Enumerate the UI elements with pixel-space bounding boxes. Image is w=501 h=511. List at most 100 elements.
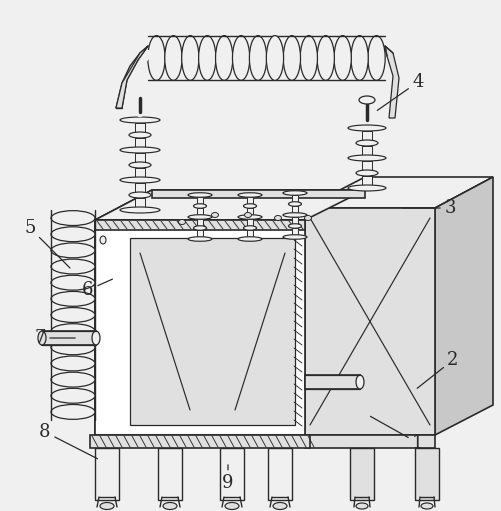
- Ellipse shape: [243, 204, 256, 208]
- Polygon shape: [434, 177, 492, 435]
- Ellipse shape: [243, 226, 256, 230]
- Polygon shape: [196, 197, 202, 204]
- Ellipse shape: [188, 215, 211, 219]
- Ellipse shape: [51, 405, 95, 420]
- Ellipse shape: [100, 502, 114, 509]
- Polygon shape: [361, 131, 371, 140]
- Polygon shape: [152, 190, 364, 198]
- Ellipse shape: [283, 235, 307, 239]
- Ellipse shape: [347, 155, 385, 161]
- Ellipse shape: [188, 193, 211, 197]
- Polygon shape: [305, 375, 359, 389]
- Polygon shape: [158, 448, 182, 500]
- Polygon shape: [135, 183, 145, 192]
- Ellipse shape: [120, 177, 160, 183]
- Ellipse shape: [120, 207, 160, 213]
- Ellipse shape: [300, 36, 317, 80]
- Ellipse shape: [237, 237, 262, 241]
- Text: 2: 2: [416, 351, 458, 388]
- Polygon shape: [42, 331, 96, 345]
- Polygon shape: [246, 219, 253, 226]
- Polygon shape: [95, 190, 364, 220]
- Ellipse shape: [129, 132, 151, 138]
- Polygon shape: [196, 208, 202, 215]
- Text: 1: 1: [370, 416, 423, 452]
- Ellipse shape: [283, 191, 307, 195]
- Ellipse shape: [164, 36, 182, 80]
- Polygon shape: [130, 238, 295, 425]
- Polygon shape: [246, 197, 253, 204]
- Ellipse shape: [51, 243, 95, 258]
- Polygon shape: [246, 230, 253, 237]
- Polygon shape: [349, 448, 373, 500]
- Ellipse shape: [355, 375, 363, 389]
- Polygon shape: [292, 217, 298, 224]
- Ellipse shape: [211, 213, 218, 218]
- Polygon shape: [292, 228, 298, 235]
- Ellipse shape: [51, 259, 95, 274]
- Ellipse shape: [38, 331, 46, 345]
- Polygon shape: [135, 198, 145, 207]
- Ellipse shape: [163, 502, 177, 509]
- Text: 7: 7: [34, 329, 75, 347]
- Ellipse shape: [51, 372, 95, 387]
- Text: 9: 9: [222, 465, 233, 492]
- Ellipse shape: [120, 147, 160, 153]
- Ellipse shape: [355, 140, 377, 146]
- Polygon shape: [305, 208, 434, 435]
- Polygon shape: [95, 190, 152, 435]
- Ellipse shape: [283, 36, 300, 80]
- Ellipse shape: [215, 36, 232, 80]
- Polygon shape: [90, 435, 310, 448]
- Ellipse shape: [100, 236, 106, 244]
- Ellipse shape: [367, 36, 384, 80]
- Ellipse shape: [358, 96, 374, 104]
- Ellipse shape: [51, 308, 95, 322]
- Text: 8: 8: [39, 423, 97, 459]
- Ellipse shape: [51, 340, 95, 355]
- Ellipse shape: [237, 215, 262, 219]
- Ellipse shape: [224, 502, 238, 509]
- Ellipse shape: [51, 388, 95, 403]
- Ellipse shape: [317, 36, 334, 80]
- Ellipse shape: [244, 213, 251, 218]
- Ellipse shape: [51, 227, 95, 242]
- Ellipse shape: [333, 36, 351, 80]
- Polygon shape: [95, 220, 305, 435]
- Ellipse shape: [347, 185, 385, 191]
- Text: 6: 6: [82, 279, 112, 299]
- Polygon shape: [135, 123, 145, 132]
- Ellipse shape: [51, 291, 95, 306]
- Ellipse shape: [274, 216, 281, 221]
- Ellipse shape: [266, 36, 283, 80]
- Text: 3: 3: [402, 199, 455, 217]
- Polygon shape: [135, 153, 145, 162]
- Ellipse shape: [288, 224, 301, 228]
- Polygon shape: [219, 448, 243, 500]
- Polygon shape: [361, 146, 371, 155]
- Ellipse shape: [92, 331, 100, 345]
- Polygon shape: [292, 206, 298, 213]
- Ellipse shape: [273, 502, 287, 509]
- Polygon shape: [95, 220, 305, 230]
- Ellipse shape: [129, 162, 151, 168]
- Polygon shape: [384, 46, 398, 118]
- Ellipse shape: [355, 170, 377, 176]
- Ellipse shape: [232, 36, 249, 80]
- Ellipse shape: [198, 36, 215, 80]
- Polygon shape: [361, 176, 371, 185]
- Ellipse shape: [147, 36, 165, 80]
- Polygon shape: [246, 208, 253, 215]
- Ellipse shape: [193, 204, 206, 208]
- Ellipse shape: [237, 193, 262, 197]
- Ellipse shape: [350, 36, 368, 80]
- Polygon shape: [305, 177, 492, 208]
- Ellipse shape: [283, 213, 307, 217]
- Polygon shape: [196, 230, 202, 237]
- Text: 4: 4: [377, 73, 423, 110]
- Ellipse shape: [188, 237, 211, 241]
- Polygon shape: [305, 435, 434, 448]
- Text: 5: 5: [24, 219, 70, 268]
- Ellipse shape: [249, 36, 266, 80]
- Ellipse shape: [51, 324, 95, 339]
